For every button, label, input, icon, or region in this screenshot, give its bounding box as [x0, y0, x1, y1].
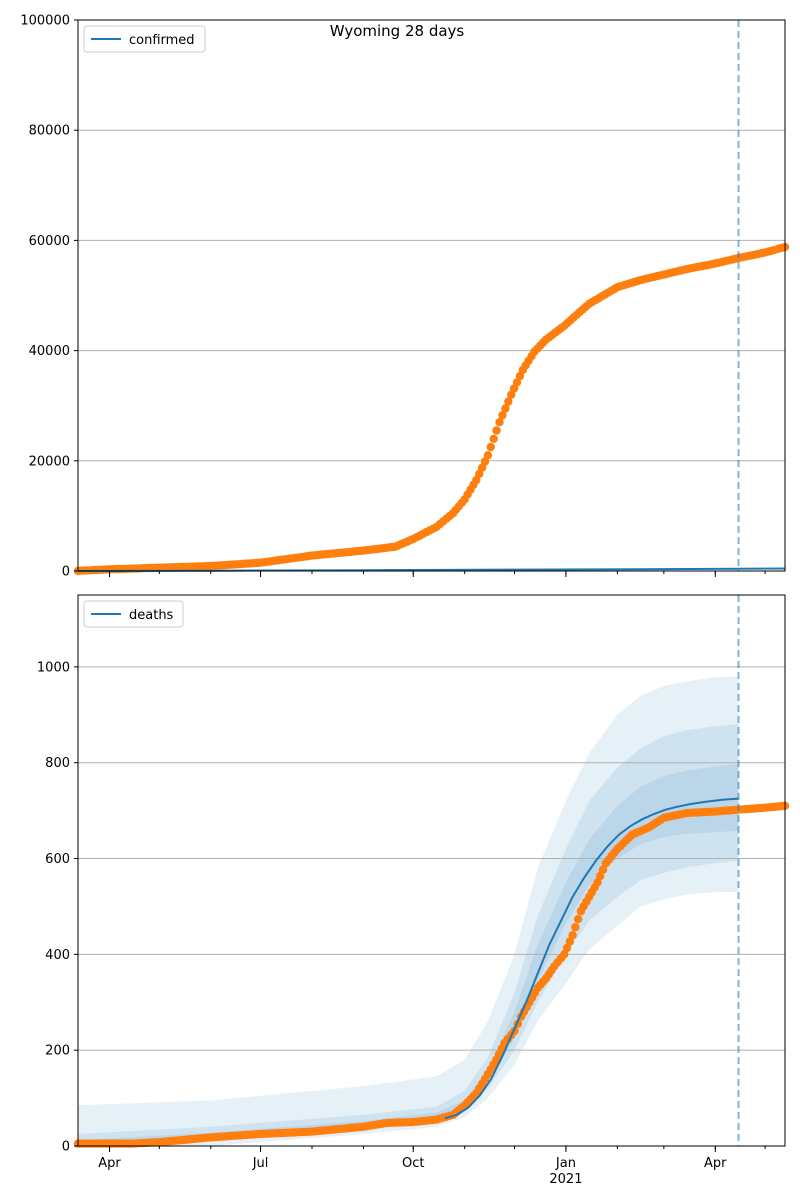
deaths-y-tick-label: 600 [45, 852, 70, 867]
deaths-y-tick-label: 1000 [37, 660, 70, 675]
deaths-observed-point [596, 871, 605, 881]
confirmed-observed-point [501, 404, 510, 413]
deaths-uncertainty-bands [78, 676, 739, 1146]
confirmed-y-tick-label: 20000 [29, 454, 70, 469]
confirmed-x-axis-ticks [109, 571, 766, 577]
confirmed-observed-point [492, 426, 501, 435]
confirmed-observed-point [498, 411, 507, 420]
deaths-plot-frame [77, 594, 786, 1147]
confirmed-observed-point [483, 451, 493, 460]
x-tick-label: Apr [98, 1156, 121, 1171]
deaths-y-tick-label: 200 [45, 1044, 70, 1059]
confirmed-y-tick-label: 80000 [29, 124, 70, 139]
deaths-y-axis: 0 200 400 600 800 1000 [37, 660, 78, 1155]
x-tick-year-label: 2021 [549, 1172, 582, 1187]
deaths-observed-point [571, 923, 580, 932]
deaths-band-outer [78, 676, 739, 1146]
deaths-observed-point [568, 931, 577, 940]
deaths-observed-point [593, 878, 602, 887]
deaths-model-line [444, 797, 739, 1120]
confirmed-legend-box [83, 25, 206, 53]
confirmed-y-tick-label: 40000 [29, 344, 70, 359]
deaths-observed-point [562, 943, 572, 953]
confirmed-legend: confirmed [83, 25, 206, 53]
deaths-gridlines [78, 666, 785, 1051]
confirmed-observed-point [486, 442, 495, 452]
x-tick-label: Jul [252, 1156, 269, 1171]
confirmed-legend-label: confirmed [129, 33, 195, 48]
deaths-band-inner [78, 763, 739, 1146]
confirmed-y-axis: 0 20000 40000 60000 80000 100000 [20, 14, 78, 580]
deaths-observed-point [565, 937, 574, 946]
deaths-observed-point [598, 865, 608, 874]
deaths-band-middle [78, 724, 739, 1146]
deaths-observed-point [573, 915, 583, 924]
deaths-y-tick-label: 400 [45, 948, 70, 963]
confirmed-panel: 0 20000 40000 60000 80000 100000 confirmed [20, 14, 790, 580]
confirmed-observed-point [495, 418, 504, 427]
confirmed-observed-point [504, 397, 513, 406]
x-tick-label: Oct [402, 1156, 424, 1171]
deaths-legend: deaths [83, 600, 184, 628]
deaths-legend-box [83, 600, 184, 628]
x-tick-label: Jan [555, 1156, 576, 1171]
deaths-y-tick-label: 0 [62, 1140, 70, 1155]
confirmed-y-tick-label: 0 [62, 565, 70, 580]
confirmed-y-tick-label: 100000 [20, 14, 70, 29]
deaths-observed-point [560, 950, 569, 959]
x-tick-label: Apr [704, 1156, 727, 1171]
deaths-y-tick-label: 800 [45, 756, 70, 771]
confirmed-y-tick-label: 60000 [29, 234, 70, 249]
deaths-legend-label: deaths [129, 608, 174, 623]
chart-title: Wyoming 28 days [330, 22, 465, 40]
confirmed-observed-point [489, 434, 498, 443]
confirmed-plot-frame [77, 19, 786, 572]
